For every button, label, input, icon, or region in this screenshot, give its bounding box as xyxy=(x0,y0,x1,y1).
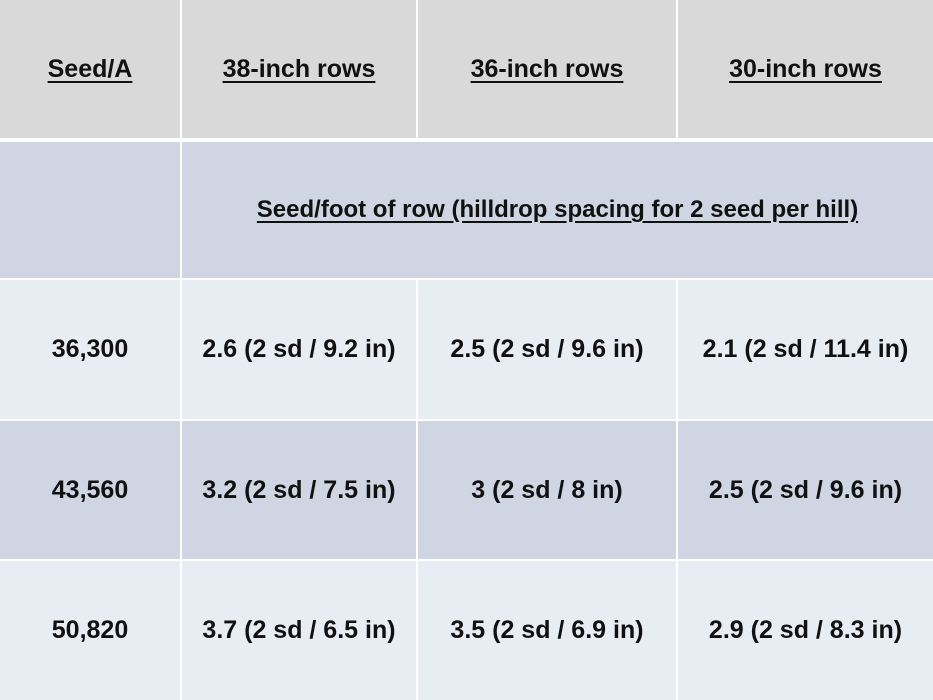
table-row-1-seed: 36,300 xyxy=(0,280,180,419)
header-30-inch-rows: 30-inch rows xyxy=(678,0,933,138)
header-38-inch-rows: 38-inch rows xyxy=(182,0,416,138)
table-row-1-36in: 2.5 (2 sd / 9.6 in) xyxy=(418,280,676,419)
table-row-3-seed: 50,820 xyxy=(0,561,180,700)
header-36-inch-rows: 36-inch rows xyxy=(418,0,676,138)
table-row-1-30in: 2.1 (2 sd / 11.4 in) xyxy=(678,280,933,419)
table-row-2-36in: 3 (2 sd / 8 in) xyxy=(418,421,676,559)
subheader-seed-per-foot: Seed/foot of row (hilldrop spacing for 2… xyxy=(182,142,933,278)
header-seed-per-acre: Seed/A xyxy=(0,0,180,138)
table-row-3-36in: 3.5 (2 sd / 6.9 in) xyxy=(418,561,676,700)
table-row-3-38in: 3.7 (2 sd / 6.5 in) xyxy=(182,561,416,700)
table-row-1-38in: 2.6 (2 sd / 9.2 in) xyxy=(182,280,416,419)
table-row-2-38in: 3.2 (2 sd / 7.5 in) xyxy=(182,421,416,559)
subheader-empty-cell xyxy=(0,142,180,278)
table-row-3-30in: 2.9 (2 sd / 8.3 in) xyxy=(678,561,933,700)
table-row-2-30in: 2.5 (2 sd / 9.6 in) xyxy=(678,421,933,559)
table-row-2-seed: 43,560 xyxy=(0,421,180,559)
